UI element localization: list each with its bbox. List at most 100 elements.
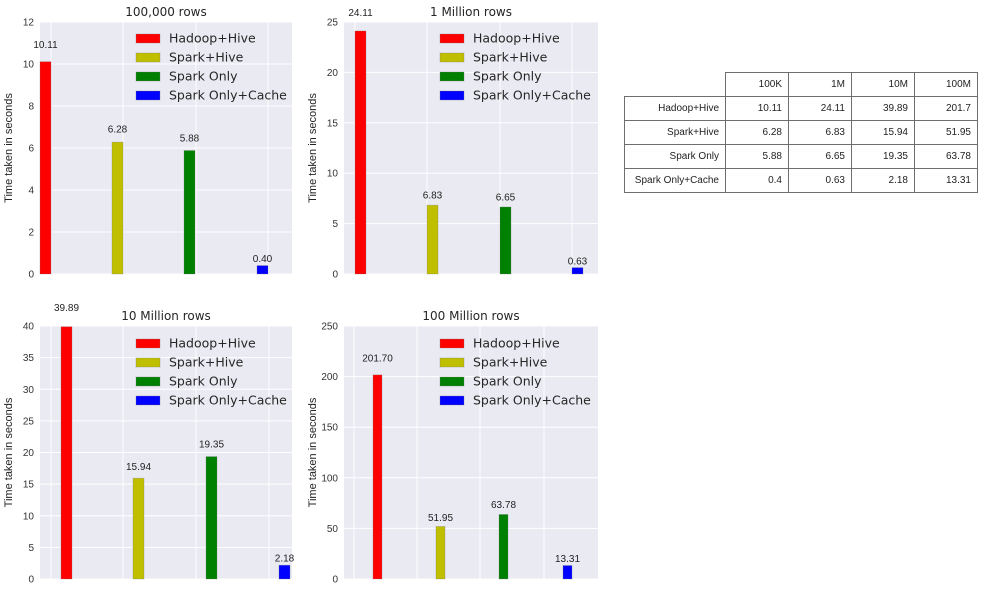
y-tick-label: 250 <box>321 322 338 333</box>
y-tick-label: 0 <box>332 575 338 586</box>
legend-label: Hadoop+Hive <box>473 336 560 351</box>
table-row-label: Hadoop+Hive <box>624 96 726 121</box>
bar <box>354 30 367 275</box>
bar-value-label: 24.11 <box>348 8 373 19</box>
legend-swatch <box>439 71 465 82</box>
table-cell: 51.95 <box>914 120 978 145</box>
bar <box>183 150 196 275</box>
legend: Hadoop+Hive Spark+Hive Spark Only Spark Onl… <box>439 31 591 103</box>
y-tick-label: 20 <box>327 68 339 79</box>
plot-background <box>344 326 598 579</box>
table-cell: 15.94 <box>851 120 915 145</box>
y-tick-label: 10 <box>23 511 35 522</box>
legend-swatch <box>439 90 465 101</box>
bar-chart-panel: 0 5 10 15 20 25 30 35 40 39.89 15.94 19.35 2.18 10 Mi… <box>3 303 295 585</box>
bar-value-label: 39.89 <box>54 303 79 314</box>
table-cell: 10.11 <box>725 96 789 121</box>
chart-title: 1 Million rows <box>430 5 512 19</box>
y-tick-label: 150 <box>321 423 338 434</box>
y-tick-label: 10 <box>327 169 339 180</box>
y-tick-label: 15 <box>327 118 339 129</box>
legend-swatch <box>135 395 161 406</box>
bar <box>132 477 145 580</box>
legend-swatch <box>439 395 465 406</box>
table-row-label: Spark+Hive <box>624 120 726 145</box>
bar-chart-panel: 0 2 4 6 8 10 12 10.11 6.28 5.88 0.40 100,000 rows Ti… <box>3 5 292 281</box>
table-col-header: 1M <box>788 72 852 97</box>
table-cell: 0.63 <box>788 168 852 193</box>
legend-label: Hadoop+Hive <box>169 31 256 46</box>
bar <box>205 456 218 580</box>
legend-label: Spark Only <box>169 374 238 389</box>
legend-label: Spark Only <box>473 374 542 389</box>
bar-value-label: 6.28 <box>108 125 128 136</box>
y-tick-label: 5 <box>28 543 34 554</box>
table-cell: 5.88 <box>725 144 789 169</box>
bar-value-label: 6.65 <box>496 193 516 204</box>
bar-value-label: 10.11 <box>33 40 58 51</box>
legend-label: Spark Only+Cache <box>473 88 591 103</box>
chart-title: 100,000 rows <box>125 5 207 19</box>
legend-swatch <box>439 357 465 368</box>
table-cell: 6.65 <box>788 144 852 169</box>
bar-chart-panel: 0 5 10 15 20 25 24.11 6.83 6.65 0.63 1 Million row… <box>307 5 598 281</box>
results-table: 100K 1M 10M 100M Hadoop+Hive 10.11 24.11… <box>624 72 978 193</box>
bar <box>39 61 52 275</box>
y-tick-label: 10 <box>23 60 35 71</box>
y-tick-label: 25 <box>327 18 339 29</box>
legend-swatch <box>135 357 161 368</box>
bar-value-label: 201.70 <box>362 354 393 365</box>
y-tick-label: 0 <box>28 270 34 281</box>
plot-background <box>344 22 598 274</box>
bar <box>435 526 446 580</box>
legend-swatch <box>135 338 161 349</box>
legend-label: Spark+Hive <box>169 355 244 370</box>
y-axis-label: Time taken in seconds <box>3 93 15 203</box>
bar <box>498 514 509 580</box>
y-tick-label: 2 <box>28 228 34 239</box>
legend-swatch <box>439 338 465 349</box>
y-tick-label: 35 <box>23 353 35 364</box>
legend-label: Spark Only+Cache <box>473 393 591 408</box>
legend-swatch <box>135 376 161 387</box>
bar-value-label: 0.40 <box>253 254 273 265</box>
y-tick-label: 15 <box>23 480 35 491</box>
legend-label: Spark+Hive <box>169 50 244 65</box>
bar <box>278 564 291 580</box>
table-row-label: Spark Only+Cache <box>624 168 726 193</box>
y-tick-label: 6 <box>28 144 34 155</box>
bar-value-label: 5.88 <box>180 133 200 144</box>
bar-chart-panel: 0 50 100 150 200 250 201.70 51.95 63.78 13.31 100 … <box>307 309 598 586</box>
legend: Hadoop+Hive Spark+Hive Spark Only Spark Onl… <box>135 31 287 103</box>
table-cell: 6.28 <box>725 120 789 145</box>
y-tick-label: 8 <box>28 102 34 113</box>
table-cell: 0.4 <box>725 168 789 193</box>
legend-label: Spark Only+Cache <box>169 393 287 408</box>
legend-label: Hadoop+Hive <box>473 31 560 46</box>
legend-swatch <box>439 33 465 44</box>
bar <box>111 141 124 275</box>
y-axis-label: Time taken in seconds <box>3 397 15 507</box>
y-tick-label: 200 <box>321 372 338 383</box>
chart-title: 10 Million rows <box>121 309 211 323</box>
bar-value-label: 6.83 <box>423 191 443 202</box>
table-cell: 201.7 <box>914 96 978 121</box>
bar-value-label: 2.18 <box>275 554 295 565</box>
bar <box>426 204 439 275</box>
bar <box>499 206 512 275</box>
legend-label: Hadoop+Hive <box>169 336 256 351</box>
table-corner <box>625 73 726 97</box>
y-tick-label: 12 <box>23 18 35 29</box>
bar <box>256 265 269 275</box>
y-tick-label: 4 <box>28 186 34 197</box>
legend-swatch <box>135 90 161 101</box>
table-cell: 6.83 <box>788 120 852 145</box>
y-tick-label: 20 <box>23 448 35 459</box>
y-tick-label: 100 <box>321 473 338 484</box>
bar-value-label: 51.95 <box>428 513 453 524</box>
bar-value-label: 0.63 <box>568 256 588 267</box>
chart-title: 100 Million rows <box>422 309 519 323</box>
bar-value-label: 15.94 <box>126 462 151 473</box>
y-axis-label: Time taken in seconds <box>307 397 319 507</box>
